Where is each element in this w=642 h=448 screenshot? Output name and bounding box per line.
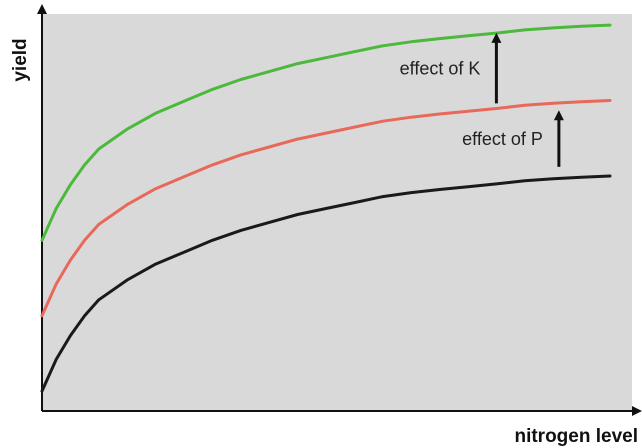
plot-area	[42, 14, 632, 411]
y-axis-title: yield	[10, 38, 31, 81]
series-line-0	[40, 174, 612, 393]
annotation-label-0: effect of K	[400, 59, 481, 79]
series-line-2	[40, 23, 612, 242]
series-line-1	[40, 99, 612, 318]
x-axis-title: nitrogen level	[514, 426, 638, 447]
annotation-label-1: effect of P	[462, 129, 543, 149]
